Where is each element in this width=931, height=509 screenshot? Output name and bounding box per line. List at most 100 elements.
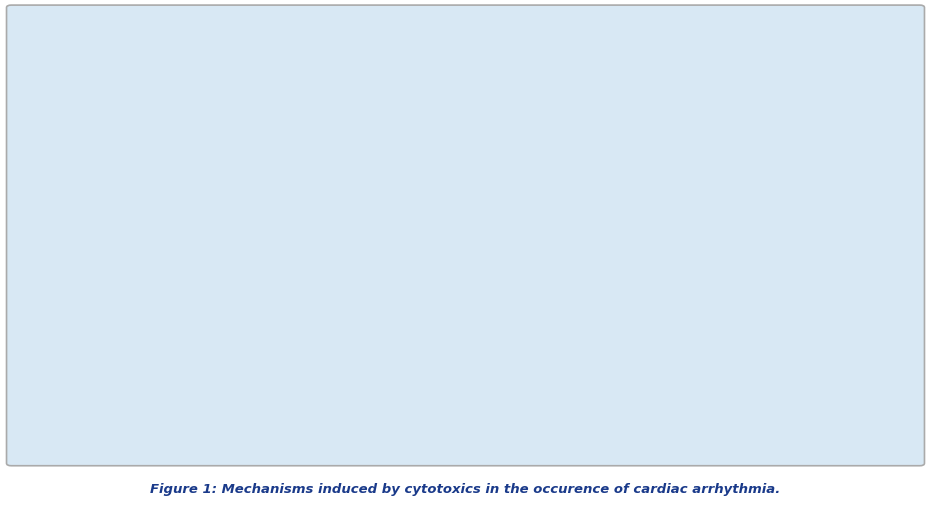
Ellipse shape <box>332 340 388 355</box>
Text: Anthracyclines: Anthracyclines <box>189 263 271 273</box>
FancyBboxPatch shape <box>369 277 430 310</box>
Ellipse shape <box>452 229 473 248</box>
Text: 2: 2 <box>269 325 278 337</box>
Ellipse shape <box>523 233 532 240</box>
Text: Ca$^{2+}$: Ca$^{2+}$ <box>406 308 430 321</box>
Text: NCX: NCX <box>251 245 270 254</box>
Text: Anthracyclines
Cisplatin
Cyclophosphamide: Anthracyclines Cisplatin Cyclophosphamid… <box>651 171 754 204</box>
Text: ↗ or ↘ APD: ↗ or ↘ APD <box>437 150 510 162</box>
Ellipse shape <box>332 229 359 248</box>
Text: Ca$^{2+}$: Ca$^{2+}$ <box>424 296 447 308</box>
Ellipse shape <box>627 233 636 240</box>
Ellipse shape <box>277 233 285 240</box>
Ellipse shape <box>458 233 467 240</box>
Ellipse shape <box>536 233 545 240</box>
Ellipse shape <box>588 233 597 240</box>
Ellipse shape <box>329 233 337 240</box>
Text: $I_{to}$: $I_{to}$ <box>454 214 466 228</box>
Ellipse shape <box>471 233 480 240</box>
Text: 4: 4 <box>782 318 790 331</box>
Ellipse shape <box>562 233 571 240</box>
Text: Ca$^{3+}$: Ca$^{3+}$ <box>535 284 558 297</box>
Ellipse shape <box>432 233 441 240</box>
Text: MAPK: MAPK <box>344 343 376 353</box>
Text: NFκB: NFκB <box>455 343 487 353</box>
Text: TLR4: TLR4 <box>626 323 648 332</box>
FancyBboxPatch shape <box>436 320 506 337</box>
FancyBboxPatch shape <box>636 167 769 208</box>
Text: AF initiation and maintenance: AF initiation and maintenance <box>375 89 575 102</box>
Ellipse shape <box>549 233 558 240</box>
FancyBboxPatch shape <box>553 396 711 430</box>
Ellipse shape <box>336 321 387 338</box>
FancyBboxPatch shape <box>174 255 286 280</box>
Ellipse shape <box>316 233 324 240</box>
Text: Ca$^{2+}$: Ca$^{2+}$ <box>357 241 380 253</box>
Ellipse shape <box>394 233 402 240</box>
FancyBboxPatch shape <box>254 239 283 263</box>
Ellipse shape <box>253 179 657 430</box>
FancyBboxPatch shape <box>391 142 557 171</box>
Ellipse shape <box>484 233 493 240</box>
Text: $I_{Na,late}$ / $I_{Na}$: $I_{Na,late}$ / $I_{Na}$ <box>530 215 578 227</box>
Text: Arrhythmia
substrate: Arrhythmia substrate <box>637 249 703 271</box>
Circle shape <box>769 315 803 334</box>
Text: 1 Ca$^{2+}$: 1 Ca$^{2+}$ <box>287 247 319 260</box>
Text: Na$^+$: Na$^+$ <box>550 251 570 263</box>
Text: Ibrutinib: Ibrutinib <box>192 326 239 336</box>
Ellipse shape <box>423 229 442 248</box>
Circle shape <box>769 178 803 197</box>
Text: $I_{Ca,L}$: $I_{Ca,L}$ <box>333 213 354 229</box>
Ellipse shape <box>368 233 376 240</box>
Ellipse shape <box>601 233 610 240</box>
Ellipse shape <box>380 334 430 350</box>
Text: 3: 3 <box>782 181 790 194</box>
Text: ROS: ROS <box>570 275 587 281</box>
Ellipse shape <box>263 233 272 240</box>
Text: Extracellular space: Extracellular space <box>281 215 374 225</box>
Ellipse shape <box>547 229 577 249</box>
Ellipse shape <box>575 233 584 240</box>
Circle shape <box>256 322 291 341</box>
FancyBboxPatch shape <box>625 302 648 322</box>
Ellipse shape <box>290 233 298 240</box>
Text: Pro-inflammatory cytokines: Pro-inflammatory cytokines <box>386 375 503 384</box>
Ellipse shape <box>497 233 506 240</box>
Ellipse shape <box>381 294 440 310</box>
Text: 3 Na$^+$: 3 Na$^+$ <box>285 239 313 251</box>
Text: Nucleus: Nucleus <box>495 364 532 374</box>
Ellipse shape <box>522 264 613 301</box>
Ellipse shape <box>342 233 350 240</box>
Ellipse shape <box>360 265 428 282</box>
FancyBboxPatch shape <box>174 319 257 343</box>
Text: Myocardial inflammation
and fibrosis: Myocardial inflammation and fibrosis <box>559 402 706 423</box>
Text: NFκB: NFκB <box>455 324 487 334</box>
Text: Atrial AP changes: Atrial AP changes <box>398 211 509 220</box>
Text: CaMKII: CaMKII <box>473 254 514 264</box>
Text: SERCA: SERCA <box>394 298 427 306</box>
Text: RYR$_2$: RYR$_2$ <box>380 267 409 280</box>
Ellipse shape <box>355 233 363 240</box>
Text: Ca$^{2+}$: Ca$^{2+}$ <box>520 268 545 281</box>
Ellipse shape <box>445 233 454 240</box>
Ellipse shape <box>407 233 415 240</box>
Ellipse shape <box>563 272 593 285</box>
Text: Figure 1: Mechanisms induced by cytotoxics in the occurence of cardiac arrhythmi: Figure 1: Mechanisms induced by cytotoxi… <box>151 483 780 496</box>
Ellipse shape <box>456 249 532 268</box>
Ellipse shape <box>614 233 623 240</box>
Ellipse shape <box>303 233 311 240</box>
Ellipse shape <box>425 304 465 317</box>
Text: Anthracyclines
Gemcitabine
Cisplatin
Melphalan
Cyclophosphamide: Anthracyclines Gemcitabine Cisplatin Mel… <box>647 296 751 353</box>
Circle shape <box>285 259 320 277</box>
Text: AKT: AKT <box>394 336 416 347</box>
Ellipse shape <box>419 233 428 240</box>
Ellipse shape <box>510 233 519 240</box>
Text: PI3K: PI3K <box>349 325 374 334</box>
Text: Cytoplasm: Cytoplasm <box>359 337 408 346</box>
Text: PLB: PLB <box>436 306 453 315</box>
Text: Mitochondria: Mitochondria <box>538 288 597 297</box>
FancyBboxPatch shape <box>621 243 719 277</box>
FancyBboxPatch shape <box>369 79 582 112</box>
FancyBboxPatch shape <box>436 339 506 356</box>
Text: 1: 1 <box>298 261 307 274</box>
